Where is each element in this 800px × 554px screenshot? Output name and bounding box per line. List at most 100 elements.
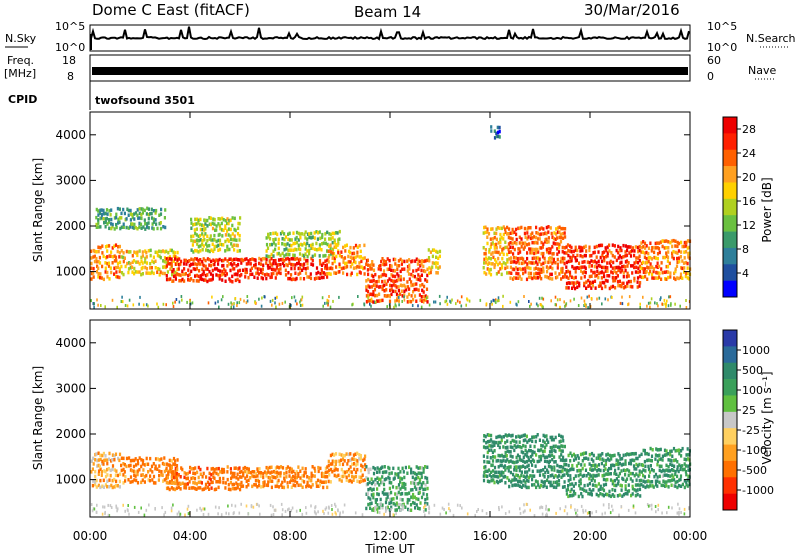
power-noise-cell (217, 300, 219, 304)
power-cell (534, 240, 537, 245)
power-cell (352, 246, 355, 250)
vel-noise-cell (683, 507, 686, 511)
vel-cell (601, 492, 604, 497)
power-cell (159, 255, 162, 260)
vel-cell (277, 478, 280, 483)
vel-noise-cell (137, 510, 140, 514)
power-cell (574, 256, 577, 260)
power-cell (620, 255, 623, 260)
vel-cell (528, 468, 531, 472)
vel-cell (151, 478, 154, 482)
vel-cell (376, 503, 379, 507)
vel-cell (667, 458, 670, 462)
power-cell (338, 262, 341, 266)
vel-cell (483, 470, 486, 475)
vel-cell (516, 459, 519, 464)
vel-cell (578, 479, 581, 484)
power-cell (611, 253, 614, 258)
power-cell (420, 262, 423, 266)
power-cell (107, 220, 111, 224)
power-cell (313, 236, 316, 240)
power-cell (184, 258, 187, 263)
vel-cell (120, 456, 123, 460)
nave-tick-top: 60 (707, 54, 721, 67)
power-cell (616, 280, 620, 284)
power-cell (674, 277, 677, 282)
vel-cell (321, 480, 324, 484)
power-cell (118, 275, 121, 280)
vel-cell (254, 474, 257, 479)
vel-cell (378, 467, 381, 472)
vel-cell (390, 481, 393, 485)
power-cell (192, 223, 195, 227)
power-noise-cell (281, 301, 284, 305)
vel-cell (540, 443, 543, 448)
power-cell (488, 268, 491, 272)
power-cell (551, 266, 554, 271)
power-cell (498, 226, 501, 230)
power-noise-cell (396, 296, 398, 300)
power-cell (538, 227, 541, 231)
power-cell (436, 271, 439, 275)
power-cell (651, 276, 654, 280)
power-cell (385, 262, 388, 266)
power-cell (365, 279, 368, 283)
vel-noise-cell (109, 504, 112, 508)
power-cell (383, 289, 386, 293)
vel-cell (324, 466, 327, 471)
power-cell (170, 264, 173, 268)
vel-cell (152, 462, 155, 466)
vel-cell (397, 485, 400, 490)
vel-cell (562, 439, 565, 443)
power-cell (136, 253, 139, 258)
vel-noise-cell (574, 508, 576, 512)
power-cell (626, 271, 629, 276)
power-cell (538, 271, 541, 275)
power-cell (235, 243, 238, 248)
power-cell (172, 259, 175, 263)
power-cell (190, 248, 193, 252)
vel-ytick-label: 3000 (55, 381, 86, 395)
vel-cell (497, 440, 500, 445)
vel-cell (587, 491, 590, 496)
power-cell (158, 221, 161, 226)
power-cell (198, 222, 202, 227)
power-noise-cell (379, 299, 382, 303)
vel-cell (193, 476, 197, 481)
power-cell (326, 242, 329, 247)
power-cell (129, 208, 132, 213)
vel-cell (607, 472, 611, 476)
vel-cell (656, 448, 659, 452)
power-cell (578, 245, 581, 249)
vel-cell (515, 478, 518, 482)
power-cell (287, 276, 290, 281)
vel-cell (531, 453, 534, 457)
power-cell (204, 264, 207, 269)
vel-cell (687, 453, 690, 457)
vel-cell (233, 471, 236, 476)
power-cell (426, 279, 429, 283)
power-cell (550, 256, 554, 260)
power-cell (286, 252, 289, 256)
power-cell (299, 271, 302, 275)
power-cell (165, 261, 168, 265)
vel-cell (396, 492, 399, 497)
power-cell (555, 232, 558, 236)
power-cell (224, 239, 227, 244)
power-cell (537, 267, 540, 271)
power-cell (554, 261, 557, 265)
vel-cell (388, 476, 391, 481)
vel-cell (549, 465, 552, 469)
vel-noise-cell (395, 512, 397, 516)
vel-cell (497, 443, 500, 447)
power-cell (679, 255, 682, 259)
vel-cell (422, 466, 425, 471)
vel-cell (590, 493, 593, 497)
power-noise-cell (555, 303, 557, 307)
vel-cell (340, 453, 343, 457)
vel-cell (167, 486, 170, 490)
power-cell (527, 271, 530, 275)
power-cell (542, 242, 545, 246)
power-cell (649, 241, 652, 245)
power-cell (311, 242, 314, 247)
